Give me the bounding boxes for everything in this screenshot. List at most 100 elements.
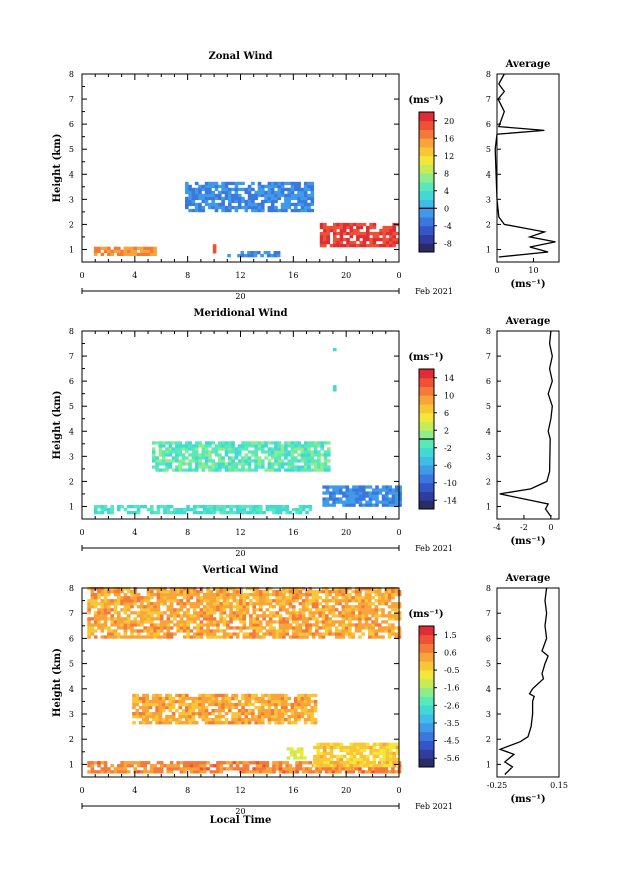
heatmap-cell [126, 770, 131, 774]
heatmap-cell [398, 488, 402, 492]
heatmap-cell [254, 715, 258, 719]
heatmap-cell [252, 761, 256, 765]
heatmap-cell [278, 508, 283, 512]
heatmap-cell [389, 228, 393, 233]
heatmap-cell [146, 596, 151, 600]
heatmap-cell [179, 770, 184, 774]
heatmap-cell [219, 635, 223, 639]
heatmap-cell [143, 505, 147, 509]
heatmap-cell [267, 699, 272, 704]
heatmap-cell [298, 614, 303, 618]
heatmap-cell [284, 447, 288, 451]
heatmap-cell [244, 199, 249, 204]
heatmap-cell [222, 511, 227, 515]
heatmap-cell [275, 599, 280, 603]
heatmap-cell [241, 459, 245, 463]
heatmap-cell [201, 444, 206, 448]
heatmap-cell [307, 709, 311, 713]
heatmap-cell [169, 632, 174, 636]
heatmap-cell [163, 623, 167, 627]
heatmap-cell [334, 587, 339, 591]
heatmap-cell [232, 505, 237, 509]
heatmap-cell [201, 709, 206, 713]
heatmap-cell [352, 754, 357, 759]
heatmap-cell [206, 596, 210, 600]
heatmap-cell [293, 756, 297, 760]
heatmap-cell [322, 485, 326, 489]
heatmap-cell [294, 721, 298, 725]
heatmap-cell [298, 602, 303, 606]
heatmap-cell [278, 602, 283, 606]
heatmap-cell [222, 761, 227, 765]
heatmap-cell [374, 614, 379, 618]
heatmap-cell [318, 602, 322, 606]
heatmap-cell [334, 599, 339, 603]
heatmap-cell [153, 626, 157, 630]
heatmap-cell [175, 718, 179, 722]
heatmap-cell [338, 632, 342, 636]
heatmap-cell [152, 702, 156, 707]
heatmap-cell [161, 709, 166, 713]
heatmap-cell [251, 715, 255, 719]
heatmap-cell [301, 614, 306, 618]
heatmap-cell [113, 605, 118, 609]
heatmap-cell [385, 763, 390, 768]
heatmap-cell [110, 590, 114, 594]
average-frame [496, 73, 560, 263]
heatmap-cell [278, 632, 283, 636]
heatmap-cell [186, 593, 190, 597]
heatmap-cell [265, 767, 270, 771]
heatmap-cell [188, 208, 192, 213]
heatmap-cell [371, 590, 375, 594]
colorbar-tick-label: -4.5 [444, 737, 459, 746]
heatmap-cell [113, 599, 118, 603]
heatmap-cell [362, 754, 367, 759]
heatmap-cell [374, 611, 379, 615]
heatmap-cell [178, 702, 182, 707]
heatmap-cell [284, 181, 288, 186]
heatmap-cell [341, 626, 346, 630]
heatmap-cell [87, 623, 91, 627]
heatmap-cell [284, 705, 288, 710]
heatmap-cell [247, 184, 252, 189]
heatmap-cell [254, 721, 258, 725]
heatmap-cell [305, 590, 309, 594]
heatmap-cell [254, 718, 258, 722]
heatmap-cell [219, 508, 223, 512]
heatmap-cell [219, 767, 223, 771]
heatmap-cell [379, 742, 383, 746]
heatmap-cell [209, 620, 214, 624]
heatmap-cell [267, 721, 272, 725]
heatmap-cell [310, 202, 315, 207]
heatmap-cell [199, 764, 204, 768]
heatmap-cell [194, 208, 199, 213]
heatmap-cell [344, 632, 349, 636]
heatmap-cell [339, 234, 344, 239]
heatmap-cell [372, 757, 377, 762]
colorbar-tick-label: 0.6 [444, 648, 457, 657]
heatmap-cell [292, 629, 296, 633]
heatmap-cell [110, 617, 114, 621]
heatmap-cell [371, 632, 375, 636]
heatmap-cell [100, 770, 105, 774]
heatmap-cell [303, 187, 308, 192]
heatmap-cell [278, 614, 283, 618]
heatmap-cell [371, 497, 376, 501]
heatmap-cell [183, 629, 187, 633]
heatmap-cell [356, 757, 360, 762]
heatmap-cell [307, 444, 311, 448]
heatmap-cell [368, 497, 373, 501]
heatmap-cell [189, 620, 194, 624]
heatmap-cell [268, 508, 273, 512]
heatmap-cell [361, 599, 365, 603]
heatmap-cell [232, 611, 237, 615]
heatmap-cell [120, 767, 124, 771]
heatmap-cell [338, 611, 342, 615]
heatmap-cell [221, 208, 225, 213]
heatmap-cell [285, 632, 289, 636]
heatmap-cell [277, 441, 282, 445]
heatmap-cell [257, 184, 262, 189]
heatmap-cell [117, 599, 121, 603]
average-y-tick-label: 5 [486, 660, 491, 669]
heatmap-cell [196, 767, 200, 771]
